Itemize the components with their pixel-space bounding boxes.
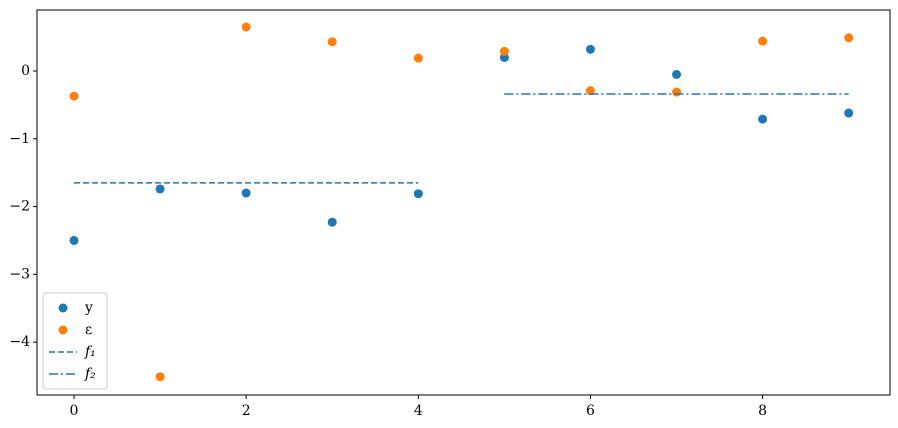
y-tick-label: −3 (9, 266, 30, 282)
legend-swatch (58, 325, 68, 335)
point (241, 188, 251, 198)
point (155, 372, 165, 382)
point (758, 36, 768, 46)
point (327, 217, 337, 227)
x-tick-label: 0 (70, 403, 79, 419)
point (327, 37, 337, 47)
y-tick-label: −2 (9, 199, 30, 215)
plot-frame (36, 9, 891, 396)
point (155, 184, 165, 194)
point (758, 114, 768, 124)
point (585, 44, 595, 54)
point (241, 22, 251, 32)
point (672, 87, 682, 97)
legend-swatch (58, 303, 68, 313)
y-tick-label: 0 (21, 63, 30, 79)
point (672, 69, 682, 79)
legend-frame (42, 292, 108, 390)
legend-label: f₁ (84, 344, 96, 360)
point (844, 33, 854, 43)
point (413, 53, 423, 63)
point (499, 46, 509, 56)
legend-label: y (84, 300, 93, 316)
x-tick-label: 6 (586, 403, 595, 419)
legend-label: f₂ (84, 366, 96, 382)
legend: yε f₁ f₂ (42, 292, 108, 390)
point (413, 189, 423, 199)
point (585, 86, 595, 96)
x-tick-label: 4 (414, 403, 423, 419)
point (69, 91, 79, 101)
point (844, 108, 854, 118)
legend-label: ε (85, 322, 92, 338)
point (69, 235, 79, 245)
y-tick-label: −1 (9, 131, 30, 147)
y-tick-label: −4 (9, 334, 30, 350)
x-tick-label: 8 (758, 403, 767, 419)
x-tick-label: 2 (242, 403, 251, 419)
